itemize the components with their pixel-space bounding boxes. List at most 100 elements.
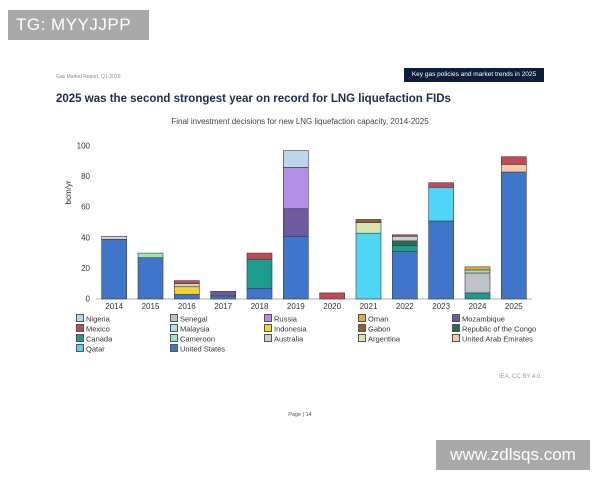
bar-segment-australia-2014: [101, 235, 127, 240]
bar-segment-cameroon-2024: [464, 269, 491, 274]
legend-swatch: [264, 314, 272, 322]
legend-item: Senegal: [170, 314, 208, 324]
report-label: Gas Market Report, Q1-2026: [56, 74, 121, 80]
legend-swatch: [452, 324, 460, 332]
bar-segment-mexico-2025: [501, 156, 527, 165]
legend-item: Canada: [76, 334, 112, 344]
bar-segment-indonesia-2016: [174, 286, 200, 295]
bar-segment-united-states-2019: [283, 235, 309, 300]
legend-swatch: [170, 344, 178, 352]
page-headline: 2025 was the second strongest year on re…: [56, 93, 451, 105]
legend-item: Qatar: [76, 344, 105, 354]
legend-swatch: [452, 334, 460, 342]
y-axis-label: bcm/yr: [64, 180, 73, 204]
bar-segment-qatar-2023: [428, 187, 454, 222]
legend-label: Australia: [274, 334, 304, 344]
x-tick-label: 2015: [142, 302, 160, 311]
x-tick-label: 2021: [360, 302, 378, 311]
watermark-bottom: www.zdlsqs.com: [436, 440, 590, 470]
bar-segment-united-states-2018: [246, 287, 273, 300]
legend-label: Mozambique: [462, 314, 505, 324]
bar-segment-united-states-2017: [210, 295, 236, 300]
y-tick-label: 0: [86, 295, 91, 304]
bar-segment-united-states-2025: [501, 171, 527, 300]
legend-label: Republic of the Congo: [462, 324, 537, 334]
legend-label: Malaysia: [180, 324, 210, 334]
legend-item: Argentina: [358, 334, 400, 344]
legend-label: Canada: [86, 334, 113, 344]
y-tick-label: 20: [81, 264, 90, 273]
bar-segment-nigeria-2019: [283, 150, 309, 168]
legend-label: Mexico: [86, 324, 110, 334]
bar-segment-gabon-2021: [355, 219, 382, 223]
legend-swatch: [452, 314, 460, 322]
legend-item: Australia: [264, 334, 303, 344]
legend-item: Oman: [358, 314, 388, 324]
legend-swatch: [76, 314, 84, 322]
bar-segment-argentina-2021: [355, 222, 382, 234]
y-tick-label: 60: [81, 203, 90, 212]
legend-label: Cameroon: [180, 334, 216, 344]
legend-item: Nigeria: [76, 314, 110, 324]
chart-credit: IEA. CC BY 4.0.: [499, 374, 542, 380]
bar-segment-cameroon-2015: [137, 252, 164, 258]
legend-label: Oman: [368, 314, 389, 324]
bar-segment-united-states-2015: [137, 257, 164, 300]
watermark-top: TG: MYYJJPP: [8, 10, 149, 40]
bar-segment-mexico-2016: [174, 280, 200, 285]
bar-segment-russia-2019: [283, 167, 309, 210]
legend-item: Indonesia: [264, 324, 307, 334]
bar-segment-senegal-2024: [464, 272, 491, 294]
legend-label: Nigeria: [86, 314, 110, 324]
bar-segment-australia-2016: [174, 283, 200, 288]
legend-label: Senegal: [180, 314, 208, 324]
legend-item: Malaysia: [170, 324, 210, 334]
legend-item: United Arab Emirates: [452, 334, 533, 344]
legend-swatch: [358, 324, 366, 332]
y-tick-label: 100: [77, 142, 91, 151]
bar-segment-oman-2024: [464, 266, 491, 271]
legend-label: Russia: [274, 314, 297, 324]
bar-segment-united-states-2016: [174, 294, 200, 300]
x-tick-label: 2017: [214, 302, 232, 311]
legend-swatch: [264, 324, 272, 332]
legend-swatch: [264, 334, 272, 342]
bar-segment-mexico-2022: [392, 234, 418, 237]
legend-label: United States: [180, 344, 226, 354]
x-tick-label: 2025: [505, 302, 523, 311]
x-tick-label: 2020: [323, 302, 341, 311]
legend-swatch: [170, 314, 178, 322]
chart-title: Final investment decisions for new LNG l…: [171, 117, 429, 126]
legend-item: Republic of the Congo: [452, 324, 536, 334]
legend-label: Argentina: [368, 334, 401, 344]
bar-segment-mozambique-2019: [283, 208, 309, 237]
legend-label: Gabon: [368, 324, 391, 334]
legend-item: United States: [170, 344, 225, 354]
y-tick-label: 40: [81, 233, 90, 242]
bar-segment-mexico-2020: [319, 292, 345, 300]
bar-segment-canada-2024: [464, 292, 491, 300]
bar-segment-united-states-2023: [428, 220, 454, 300]
bar-segment-australia-2022: [392, 235, 418, 242]
bar-segment-canada-2018: [246, 258, 273, 289]
x-tick-label: 2014: [105, 302, 123, 311]
bar-segment-united-states-2022: [392, 251, 418, 300]
page-number: Page | 14: [288, 412, 312, 418]
x-tick-label: 2016: [178, 302, 196, 311]
bar-segment-republic-of-the-congo-2022: [392, 240, 418, 246]
legend-label: Indonesia: [274, 324, 307, 334]
bar-segment-qatar-2021: [355, 232, 382, 300]
legend-swatch: [76, 344, 84, 352]
section-banner: Key gas policies and market trends in 20…: [404, 68, 544, 82]
bar-segment-united-states-2014: [101, 239, 127, 300]
x-tick-label: 2019: [287, 302, 305, 311]
x-tick-label: 2024: [469, 302, 487, 311]
legend-item: Mozambique: [452, 314, 505, 324]
x-tick-label: 2018: [251, 302, 269, 311]
bar-segment-mexico-2023: [428, 182, 454, 188]
legend-swatch: [358, 334, 366, 342]
legend-swatch: [76, 324, 84, 332]
legend-item: Mexico: [76, 324, 110, 334]
legend-label: United Arab Emirates: [462, 334, 533, 344]
